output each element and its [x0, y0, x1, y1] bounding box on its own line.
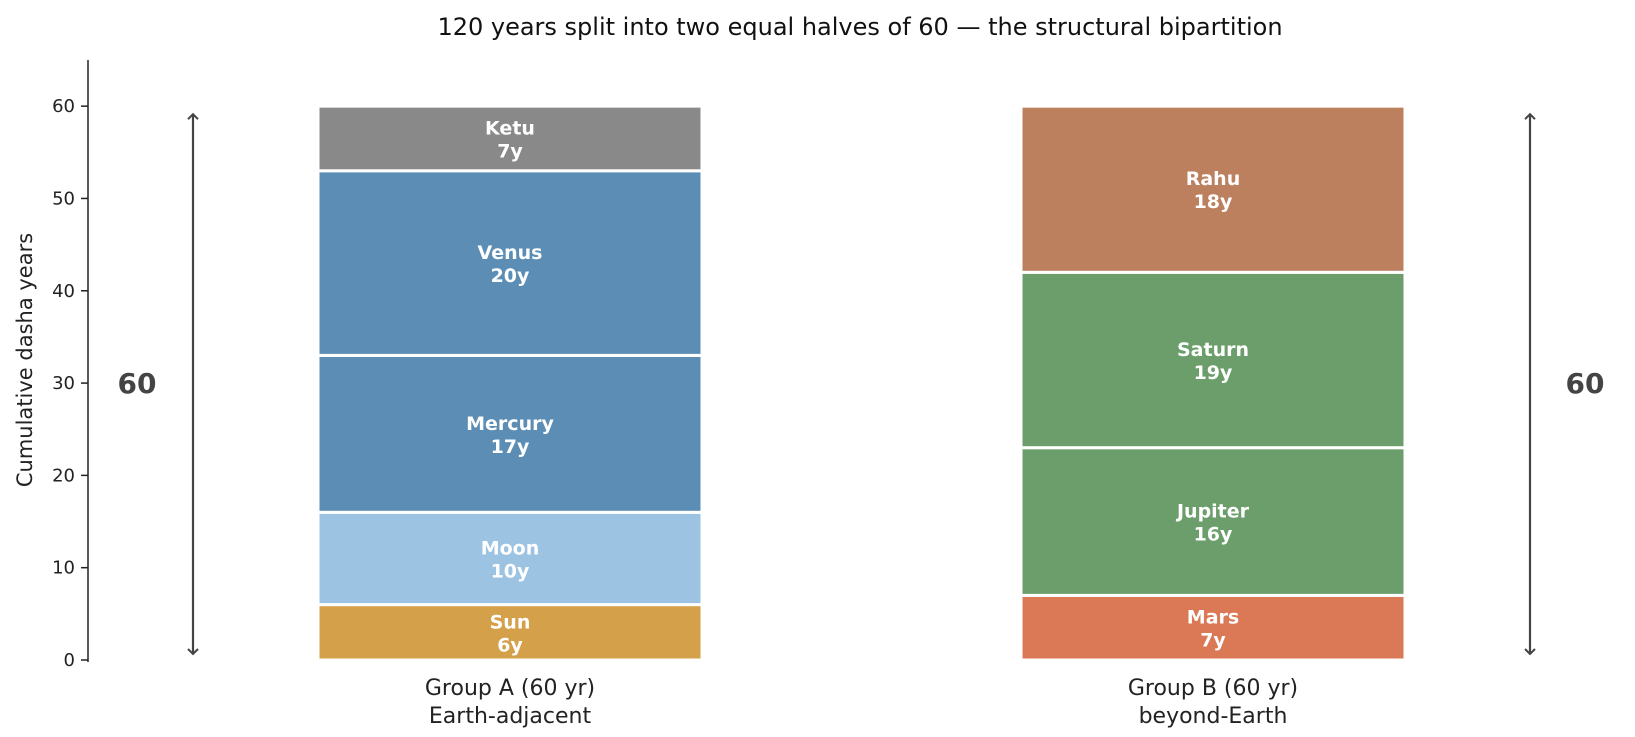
segment-name-label: Jupiter	[1175, 501, 1250, 523]
bar-segment-saturn	[1019, 270, 1407, 450]
segment-value-label: 19y	[1194, 362, 1233, 384]
y-axis-title: Cumulative dasha years	[13, 233, 37, 487]
segment-value-label: 18y	[1194, 191, 1233, 213]
segment-name-label: Moon	[481, 537, 540, 559]
y-tick-label: 20	[52, 465, 75, 486]
category-label-line2: Earth-adjacent	[429, 704, 592, 729]
segment-name-label: Sun	[490, 611, 531, 633]
stacked-bars: Sun6yMoon10yMercury17yVenus20yKetu7yMars…	[316, 104, 1407, 662]
y-tick-label: 60	[52, 96, 75, 117]
segment-value-label: 16y	[1194, 524, 1233, 546]
segment-name-label: Rahu	[1186, 168, 1241, 190]
segment-value-label: 20y	[491, 265, 530, 287]
segment-name-label: Mercury	[466, 413, 554, 435]
y-tick-label: 40	[52, 281, 75, 302]
y-tick-label: 30	[52, 373, 75, 394]
segment-name-label: Saturn	[1177, 339, 1249, 361]
segment-name-label: Mars	[1187, 607, 1239, 629]
y-tick-label: 50	[52, 188, 75, 209]
category-labels: Group A (60 yr) Earth-adjacent Group B (60…	[425, 676, 1298, 729]
span-total-label: 60	[1566, 367, 1605, 400]
y-axis-ticks: 0 10 20 30 40 50 60	[52, 96, 88, 671]
y-tick-label: 10	[52, 558, 75, 579]
segment-value-label: 6y	[497, 634, 523, 656]
bar-segment-venus	[316, 169, 704, 357]
bar-segment-moon	[316, 510, 704, 607]
segment-value-label: 7y	[497, 140, 523, 162]
category-label-line1: Group B (60 yr)	[1128, 676, 1298, 701]
span-markers: 60 60	[118, 112, 1605, 656]
bar-segment-mercury	[316, 353, 704, 514]
segment-name-label: Ketu	[485, 117, 535, 139]
chart-title: 120 years split into two equal halves of…	[437, 13, 1282, 41]
category-label-line2: beyond-Earth	[1139, 704, 1288, 729]
segment-name-label: Venus	[478, 242, 543, 264]
bar-segment-ketu	[316, 104, 704, 173]
y-tick-label: 0	[64, 650, 75, 671]
category-label-line1: Group A (60 yr)	[425, 676, 595, 701]
segment-value-label: 10y	[491, 560, 530, 582]
bar-segment-sun	[316, 603, 704, 662]
span-total-label: 60	[118, 367, 157, 400]
segment-value-label: 17y	[491, 436, 530, 458]
segment-value-label: 7y	[1200, 630, 1226, 652]
bar-segment-rahu	[1019, 104, 1407, 274]
